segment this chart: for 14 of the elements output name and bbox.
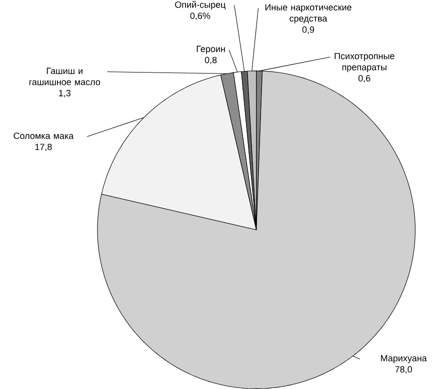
data-label: 0,6	[358, 75, 370, 83]
data-label: 0,9	[302, 26, 314, 34]
slice-label: Иные наркотические средства	[265, 4, 352, 24]
slice-label: Соломка мака	[14, 132, 74, 139]
data-label: 17,8	[35, 144, 52, 152]
data-label: 0,6%	[190, 12, 210, 20]
slice-label: Героин	[196, 46, 225, 54]
slice-label: Опий-сырец	[175, 1, 226, 10]
slice-label: Психотропные препараты	[334, 52, 394, 72]
legend-label: Марихуана	[381, 355, 427, 364]
data-label: 1,3	[59, 90, 70, 98]
data-label: 0,8	[204, 56, 217, 64]
data-label: 78,0	[395, 366, 412, 374]
slice-label: Гашиш и гашишное масло	[29, 68, 100, 86]
